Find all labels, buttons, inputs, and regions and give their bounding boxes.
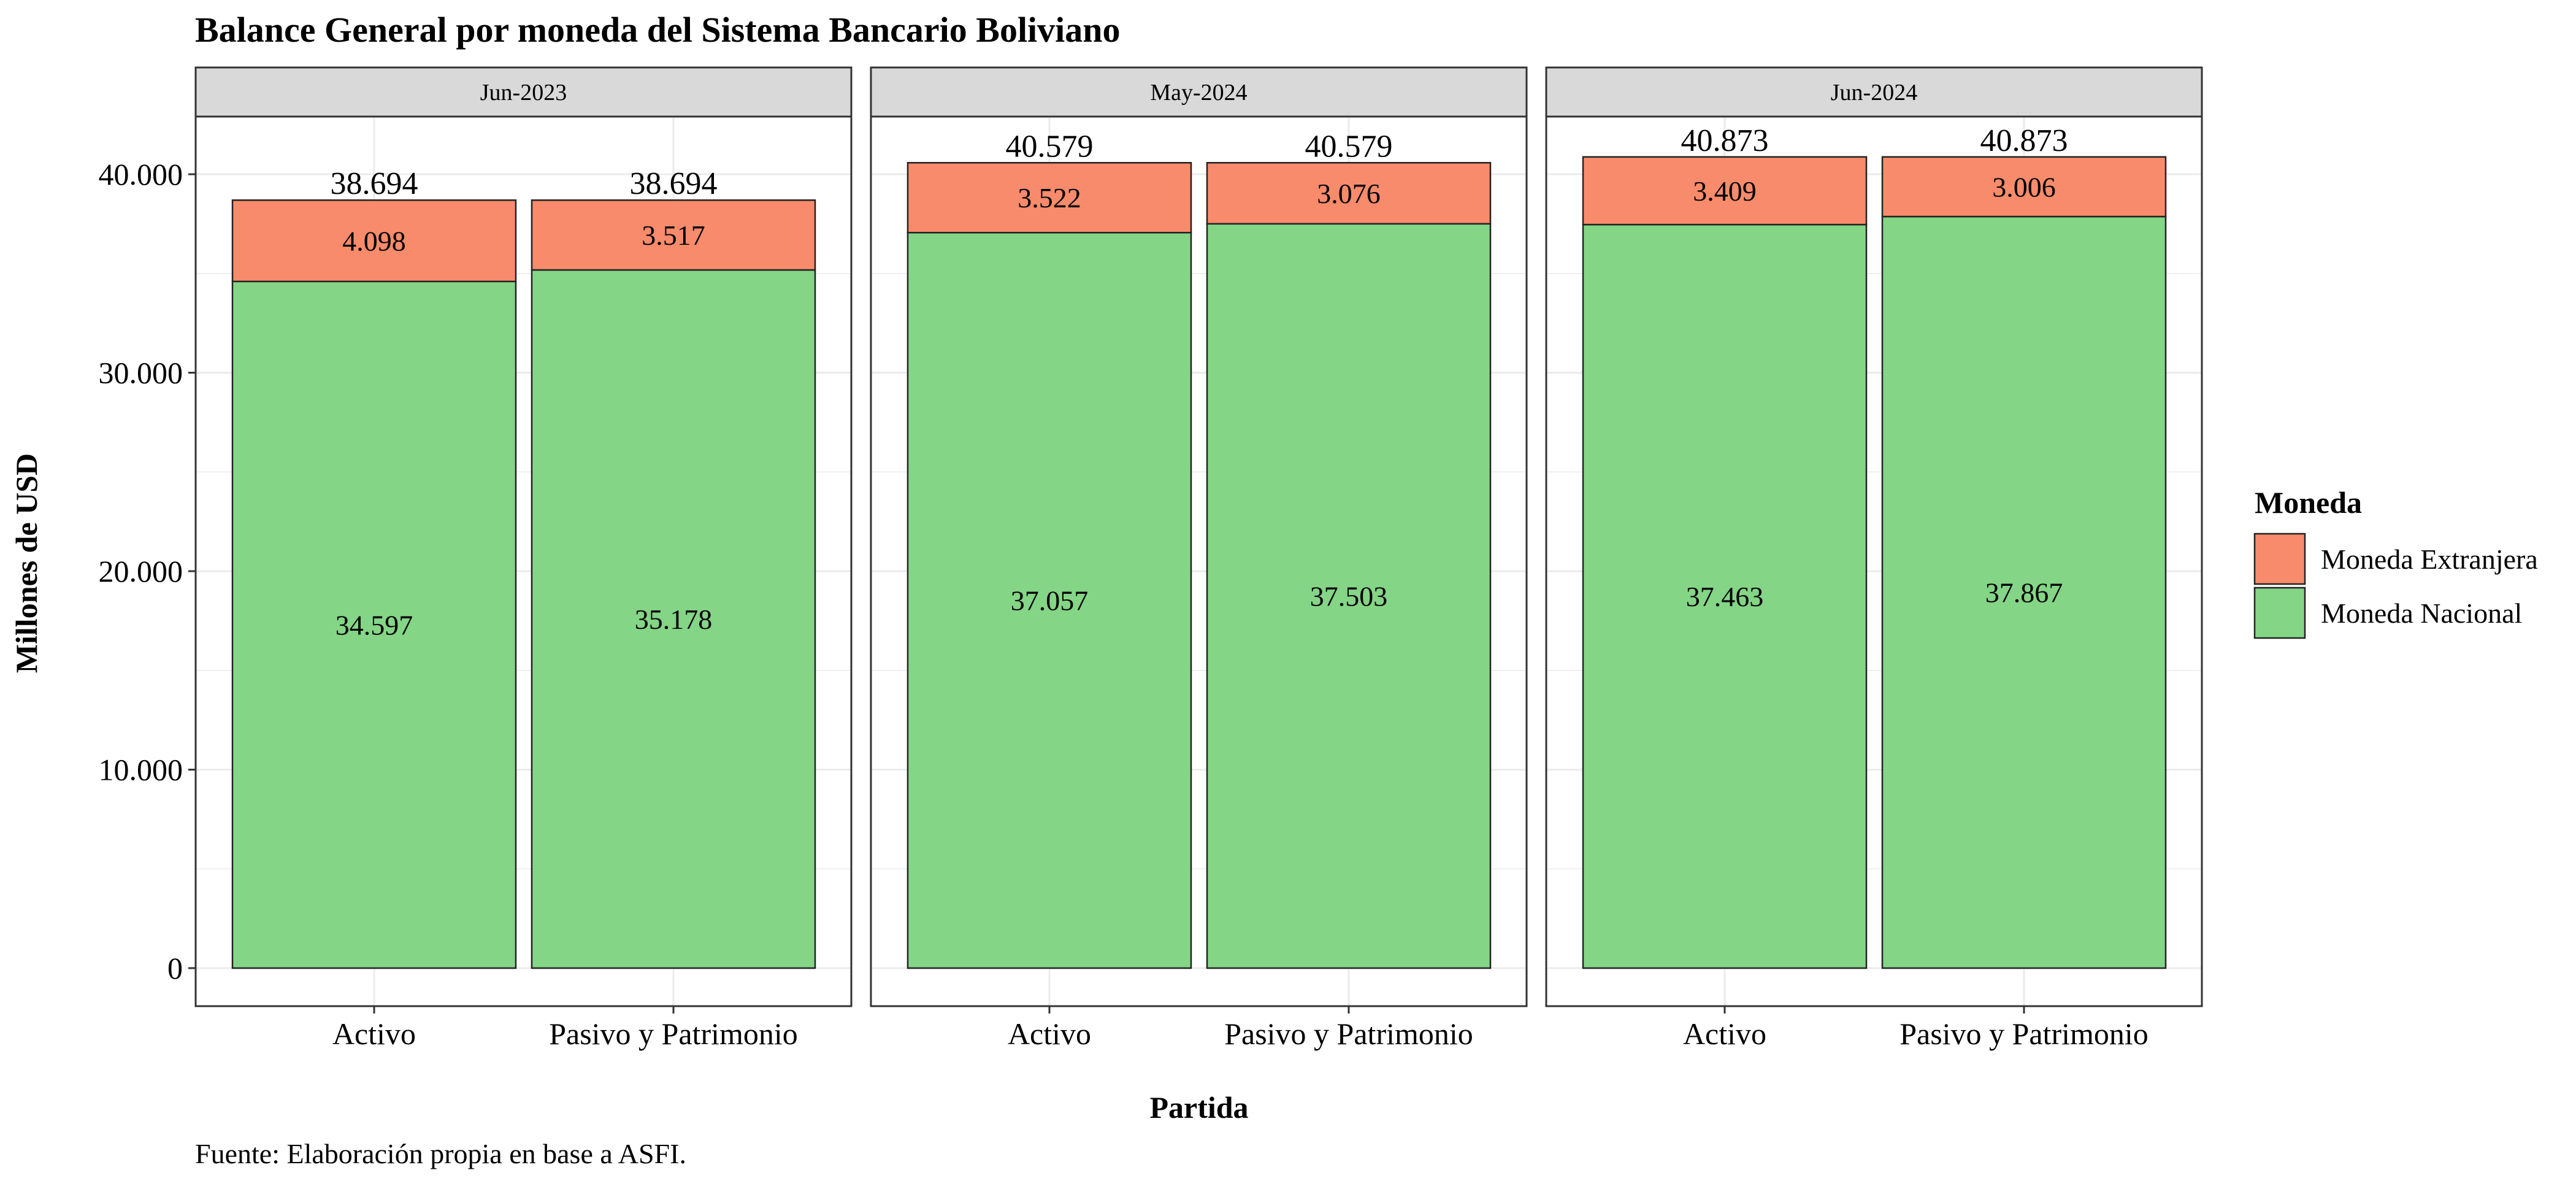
- facet-strip: [194, 66, 853, 118]
- bar-moneda-nacional: [1582, 223, 1868, 969]
- facet-panel-1: Jun-2023 34.597 4.098 38.694 Activo 35.178 3.5…: [194, 66, 853, 1051]
- panel-border: [194, 115, 853, 1007]
- data-label-moneda-nacional: 35.178: [635, 604, 713, 635]
- legend-swatch-moneda-extranjera: [2253, 533, 2306, 585]
- data-label-moneda-extranjera: 3.517: [642, 220, 705, 251]
- legend-label-moneda-extranjera: Moneda Extranjera: [2321, 544, 2538, 575]
- data-label-moneda-extranjera: 3.409: [1693, 175, 1757, 207]
- data-label-total: 40.873: [1681, 123, 1769, 158]
- x-tick-label: Activo: [332, 1017, 416, 1051]
- legend: Moneda Moneda Extranjera Moneda Nacional: [2253, 485, 2538, 639]
- caption: Fuente: Elaboración propia en base a ASF…: [195, 1138, 686, 1169]
- bar-moneda-nacional: [907, 231, 1192, 969]
- data-label-total: 40.579: [1006, 129, 1094, 164]
- bar-moneda-extranjera: [1206, 162, 1492, 225]
- bar-moneda-extranjera: [1582, 156, 1868, 226]
- bar-moneda-extranjera: [907, 162, 1192, 234]
- x-tick-label: Activo: [1683, 1017, 1766, 1051]
- facet-strip: [870, 66, 1528, 118]
- data-label-moneda-extranjera: 3.522: [1018, 182, 1081, 214]
- bar-moneda-nacional: [1881, 215, 2167, 969]
- bar-moneda-extranjera: [231, 199, 517, 283]
- y-axis: 0 10.000 20.000 30.000 40.000: [99, 157, 196, 985]
- facet-panel-3: Jun-2024 37.463 3.409 40.873 Activo 37.867 3.0…: [1545, 66, 2203, 1051]
- data-label-moneda-nacional: 37.463: [1686, 581, 1764, 612]
- y-tick-label: 0: [167, 951, 183, 985]
- x-tick-label: Pasivo y Patrimonio: [549, 1017, 798, 1051]
- data-label-total: 38.694: [331, 166, 418, 201]
- panel-border: [870, 115, 1528, 1007]
- legend-title: Moneda: [2255, 485, 2362, 520]
- data-label-moneda-nacional: 37.057: [1011, 585, 1089, 617]
- y-axis-title: Millones de USD: [9, 453, 44, 673]
- data-label-total: 40.873: [1980, 123, 2068, 158]
- legend-label-moneda-nacional: Moneda Nacional: [2321, 598, 2522, 629]
- bar-moneda-extranjera: [1881, 156, 2167, 218]
- facet-panels: Jun-2023 34.597 4.098 38.694 Activo 35.178 3.5…: [194, 66, 2203, 1051]
- x-tick-label: Pasivo y Patrimonio: [1224, 1017, 1473, 1051]
- data-label-moneda-extranjera: 4.098: [342, 226, 406, 257]
- x-axis-title: Partida: [1149, 1090, 1248, 1125]
- data-label-moneda-nacional: 37.867: [1985, 577, 2063, 609]
- data-label-moneda-extranjera: 3.076: [1317, 178, 1381, 209]
- chart-title: Balance General por moneda del Sistema B…: [195, 10, 1121, 50]
- y-tick-label: 30.000: [99, 356, 183, 390]
- y-tick-label: 20.000: [99, 554, 183, 588]
- facet-strip-label: Jun-2023: [480, 80, 567, 106]
- facet-strip: [1545, 66, 2203, 118]
- bar-moneda-nacional: [1206, 223, 1492, 969]
- x-tick-label: Activo: [1008, 1017, 1091, 1051]
- bar-moneda-nacional: [231, 280, 517, 969]
- facet-strip-label: Jun-2024: [1831, 80, 1917, 106]
- legend-swatch-moneda-nacional: [2253, 587, 2306, 639]
- bar-moneda-extranjera: [531, 199, 816, 271]
- data-label-moneda-nacional: 34.597: [335, 609, 413, 641]
- y-tick-label: 40.000: [99, 157, 183, 191]
- data-label-moneda-nacional: 37.503: [1310, 580, 1388, 612]
- facet-panel-2: May-2024 37.057 3.522 40.579 Activo 37.503 3.0…: [870, 66, 1528, 1051]
- data-label-moneda-extranjera: 3.006: [1992, 171, 2056, 202]
- bar-moneda-nacional: [531, 269, 816, 969]
- data-label-total: 40.579: [1305, 129, 1393, 164]
- panel-border: [1545, 115, 2203, 1007]
- data-label-total: 38.694: [630, 166, 718, 201]
- facet-strip-label: May-2024: [1150, 80, 1247, 106]
- y-tick-label: 10.000: [99, 753, 183, 787]
- x-tick-label: Pasivo y Patrimonio: [1899, 1017, 2149, 1051]
